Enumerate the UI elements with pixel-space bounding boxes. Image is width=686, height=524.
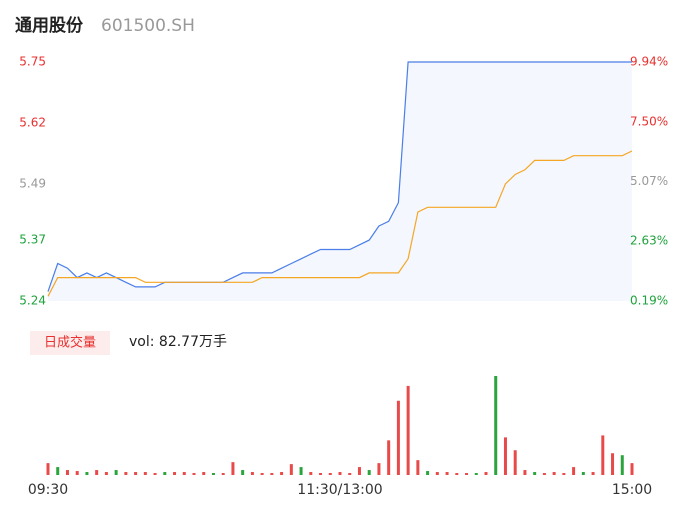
volume-bar (387, 440, 391, 475)
volume-bar (124, 472, 128, 475)
volume-bar (474, 473, 478, 475)
volume-bar (289, 464, 293, 475)
volume-bar (46, 463, 50, 475)
average-line (47, 150, 633, 297)
volume-bar (182, 472, 186, 475)
volume-bar (153, 473, 157, 475)
volume-bar (211, 473, 215, 475)
volume-bar (494, 376, 498, 475)
volume-title: 日成交量 (44, 335, 96, 351)
volume-bar (241, 470, 245, 475)
y-tick-label: 5.24 (19, 294, 46, 308)
volume-bar (513, 450, 517, 475)
volume-bar (396, 400, 400, 475)
volume-bar (542, 473, 546, 475)
volume-bar (552, 472, 556, 475)
volume-bar (503, 437, 507, 475)
y-tick-label: 5.62 (19, 115, 46, 129)
volume-bar (309, 472, 313, 475)
volume-bar (270, 473, 274, 475)
volume-bar (319, 473, 323, 475)
volume-bar (533, 472, 537, 475)
stock-name: 通用股份 (15, 15, 84, 36)
volume-bar (280, 472, 284, 475)
volume-bar (416, 460, 420, 475)
volume-bar (134, 472, 138, 475)
y-tick-label: 5.37 (19, 233, 46, 247)
volume-bar (328, 473, 332, 475)
y2-tick-label: 5.07% (630, 174, 668, 188)
volume-bar (231, 462, 235, 475)
volume-annotation: vol: 82.77万手 (129, 334, 227, 350)
volume-bar (56, 467, 60, 475)
price-area (48, 62, 632, 301)
volume-bar (192, 473, 196, 475)
volume-bar (221, 473, 225, 475)
volume-bar (562, 473, 566, 475)
x-tick-label: 11:30/13:00 (297, 482, 382, 498)
volume-bar (581, 472, 585, 475)
volume-bar (523, 470, 527, 475)
volume-bar (620, 455, 624, 475)
x-tick-label: 09:30 (28, 482, 68, 498)
volume-bar (173, 472, 177, 475)
volume-bar (435, 472, 439, 475)
volume-bar (630, 463, 634, 475)
x-tick-label: 15:00 (612, 482, 652, 498)
volume-bar (163, 472, 167, 475)
volume-bar (65, 470, 69, 475)
y-tick-label: 5.49 (19, 176, 46, 190)
stock-code: 601500.SH (101, 16, 195, 36)
y2-tick-label: 2.63% (630, 234, 668, 248)
volume-bar (348, 473, 352, 475)
volume-bar (104, 472, 108, 475)
volume-bar (572, 467, 576, 475)
y2-tick-label: 0.19% (630, 294, 668, 308)
volume-tag (30, 331, 110, 355)
volume-bar (75, 471, 79, 475)
volume-bar (114, 470, 118, 475)
volume-bar (357, 467, 361, 475)
volume-bar (143, 472, 147, 475)
volume-bar (455, 473, 459, 475)
volume-bar (484, 472, 488, 475)
volume-bar (465, 473, 469, 475)
y-tick-label: 5.75 (19, 55, 46, 69)
volume-bar (202, 472, 206, 475)
volume-bar (95, 470, 99, 475)
volume-bar (260, 473, 264, 475)
volume-bar (367, 470, 371, 475)
y2-tick-label: 7.50% (630, 114, 668, 128)
price-line (47, 61, 632, 292)
volume-bar (591, 472, 595, 475)
volume-bar (85, 472, 89, 475)
volume-bar (250, 472, 254, 475)
volume-bar (445, 472, 449, 475)
volume-bar (611, 453, 615, 475)
volume-bar (338, 472, 342, 475)
volume-bar (299, 467, 303, 475)
y2-tick-label: 9.94% (630, 55, 668, 69)
volume-bar (406, 385, 410, 475)
volume-bar (426, 471, 430, 475)
volume-bar (601, 435, 605, 475)
volume-bar (377, 463, 381, 475)
